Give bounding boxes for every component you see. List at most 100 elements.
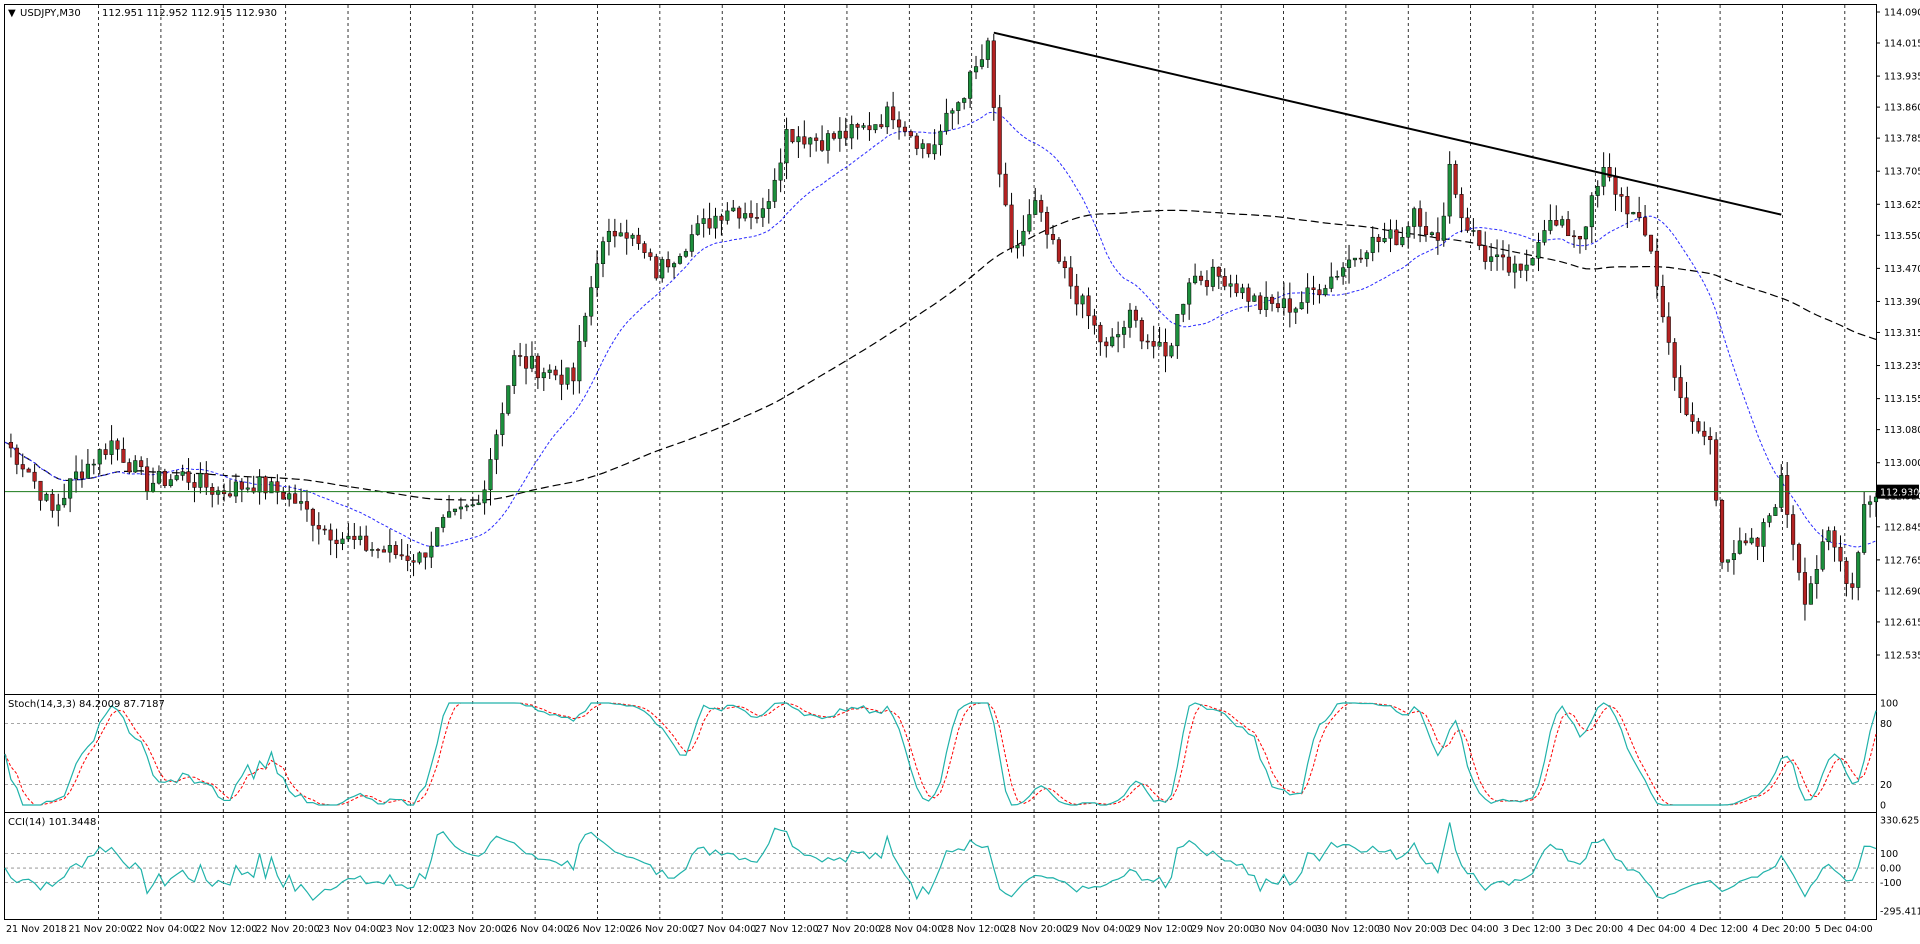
x-tick-label: 29 Nov 20:00 bbox=[1191, 924, 1255, 935]
candle-down bbox=[293, 493, 298, 504]
candle-up bbox=[1210, 266, 1215, 287]
candle-down bbox=[571, 367, 576, 382]
candle-down bbox=[1566, 219, 1571, 237]
y-tick-label: 112.615 bbox=[1884, 617, 1920, 628]
candle-down bbox=[991, 40, 996, 108]
candle-up bbox=[1382, 238, 1387, 242]
candle-down bbox=[1571, 235, 1577, 238]
candle-up bbox=[85, 463, 90, 479]
candle-down bbox=[210, 487, 215, 495]
y-tick-label: 113.705 bbox=[1884, 167, 1920, 178]
x-tick-label: 3 Dec 12:00 bbox=[1503, 924, 1561, 935]
candle-down bbox=[879, 124, 884, 128]
candle-up bbox=[541, 372, 546, 379]
chart-menu-icon[interactable]: ▼ bbox=[8, 8, 16, 19]
y-tick-label: 113.625 bbox=[1884, 200, 1920, 211]
candle-down bbox=[328, 529, 333, 541]
candle-up bbox=[1323, 288, 1328, 296]
candle-up bbox=[950, 110, 955, 114]
candle-up bbox=[133, 460, 138, 473]
candle-up bbox=[168, 479, 173, 486]
y-tick-label: 112.765 bbox=[1884, 555, 1920, 566]
candle-up bbox=[62, 497, 67, 506]
candle-down bbox=[559, 374, 564, 385]
candle-down bbox=[1104, 341, 1109, 347]
candle-down bbox=[1163, 342, 1168, 357]
candle-down bbox=[32, 471, 37, 482]
candle-up bbox=[938, 130, 943, 146]
candle-down bbox=[1613, 176, 1618, 195]
candle-down bbox=[612, 230, 617, 237]
candle-up bbox=[731, 207, 736, 212]
candle-up bbox=[1388, 229, 1393, 239]
x-tick-label: 4 Dec 20:00 bbox=[1752, 924, 1810, 935]
candle-up bbox=[1524, 264, 1529, 271]
candle-down bbox=[364, 535, 369, 551]
candle-up bbox=[506, 385, 511, 414]
candle-down bbox=[1838, 546, 1843, 562]
candle-down bbox=[1358, 257, 1363, 260]
candle-up bbox=[825, 133, 831, 151]
candle-down bbox=[38, 480, 43, 501]
y-tick-label: 113.785 bbox=[1884, 134, 1920, 145]
candle-up bbox=[464, 505, 469, 508]
cci-tick-label: -100 bbox=[1880, 878, 1902, 889]
candle-down bbox=[1518, 263, 1523, 271]
candle-down bbox=[239, 481, 244, 490]
candle-up bbox=[470, 504, 475, 507]
x-tick-label: 22 Nov 04:00 bbox=[131, 924, 195, 935]
candle-down bbox=[926, 143, 931, 155]
candle-up bbox=[494, 434, 499, 460]
candle-down bbox=[1459, 194, 1464, 219]
candle-down bbox=[1506, 256, 1511, 273]
cci-panel-frame bbox=[4, 812, 1877, 920]
candle-up bbox=[1293, 308, 1298, 313]
candle-down bbox=[1619, 194, 1624, 197]
candle-up bbox=[387, 545, 392, 553]
candle-up bbox=[109, 440, 114, 455]
candle-up bbox=[1412, 208, 1417, 227]
candle-down bbox=[352, 535, 357, 540]
candle-up bbox=[476, 502, 481, 505]
candle-up bbox=[1595, 186, 1600, 196]
candle-down bbox=[518, 355, 523, 357]
candle-down bbox=[1151, 341, 1156, 347]
stoch-tick-label: 0 bbox=[1880, 801, 1886, 812]
stoch-tick-label: 80 bbox=[1880, 719, 1892, 730]
candle-down bbox=[1743, 540, 1748, 544]
candle-down bbox=[790, 129, 795, 143]
candle-down bbox=[1068, 267, 1073, 287]
x-tick-label: 4 Dec 12:00 bbox=[1690, 924, 1748, 935]
candle-up bbox=[595, 263, 600, 288]
candle-up bbox=[778, 162, 783, 181]
candle-down bbox=[26, 468, 31, 473]
candle-down bbox=[1098, 324, 1103, 343]
x-tick-label: 26 Nov 04:00 bbox=[505, 924, 569, 935]
candle-down bbox=[897, 119, 902, 128]
candle-up bbox=[1512, 263, 1517, 273]
candle-up bbox=[837, 130, 842, 139]
candle-up bbox=[713, 215, 718, 229]
candle-down bbox=[1003, 173, 1008, 206]
candle-up bbox=[725, 210, 730, 221]
candle-down bbox=[648, 252, 653, 257]
candle-up bbox=[689, 234, 694, 252]
candle-up bbox=[1868, 501, 1873, 505]
symbol-label: USDJPY,M30 bbox=[20, 8, 81, 19]
y-tick-label: 112.920 bbox=[1884, 491, 1920, 502]
stoch-tick-label: 20 bbox=[1880, 780, 1892, 791]
candle-up bbox=[1814, 569, 1819, 584]
candle-up bbox=[1725, 559, 1731, 563]
candle-down bbox=[1690, 414, 1695, 422]
candle-up bbox=[1080, 295, 1085, 305]
candle-up bbox=[920, 143, 925, 149]
candle-down bbox=[1216, 266, 1221, 277]
candle-up bbox=[1193, 275, 1198, 284]
candle-up bbox=[1329, 276, 1334, 289]
candle-up bbox=[1548, 220, 1553, 231]
candle-down bbox=[891, 106, 896, 121]
candle-up bbox=[74, 471, 79, 479]
x-tick-label: 22 Nov 20:00 bbox=[256, 924, 320, 935]
